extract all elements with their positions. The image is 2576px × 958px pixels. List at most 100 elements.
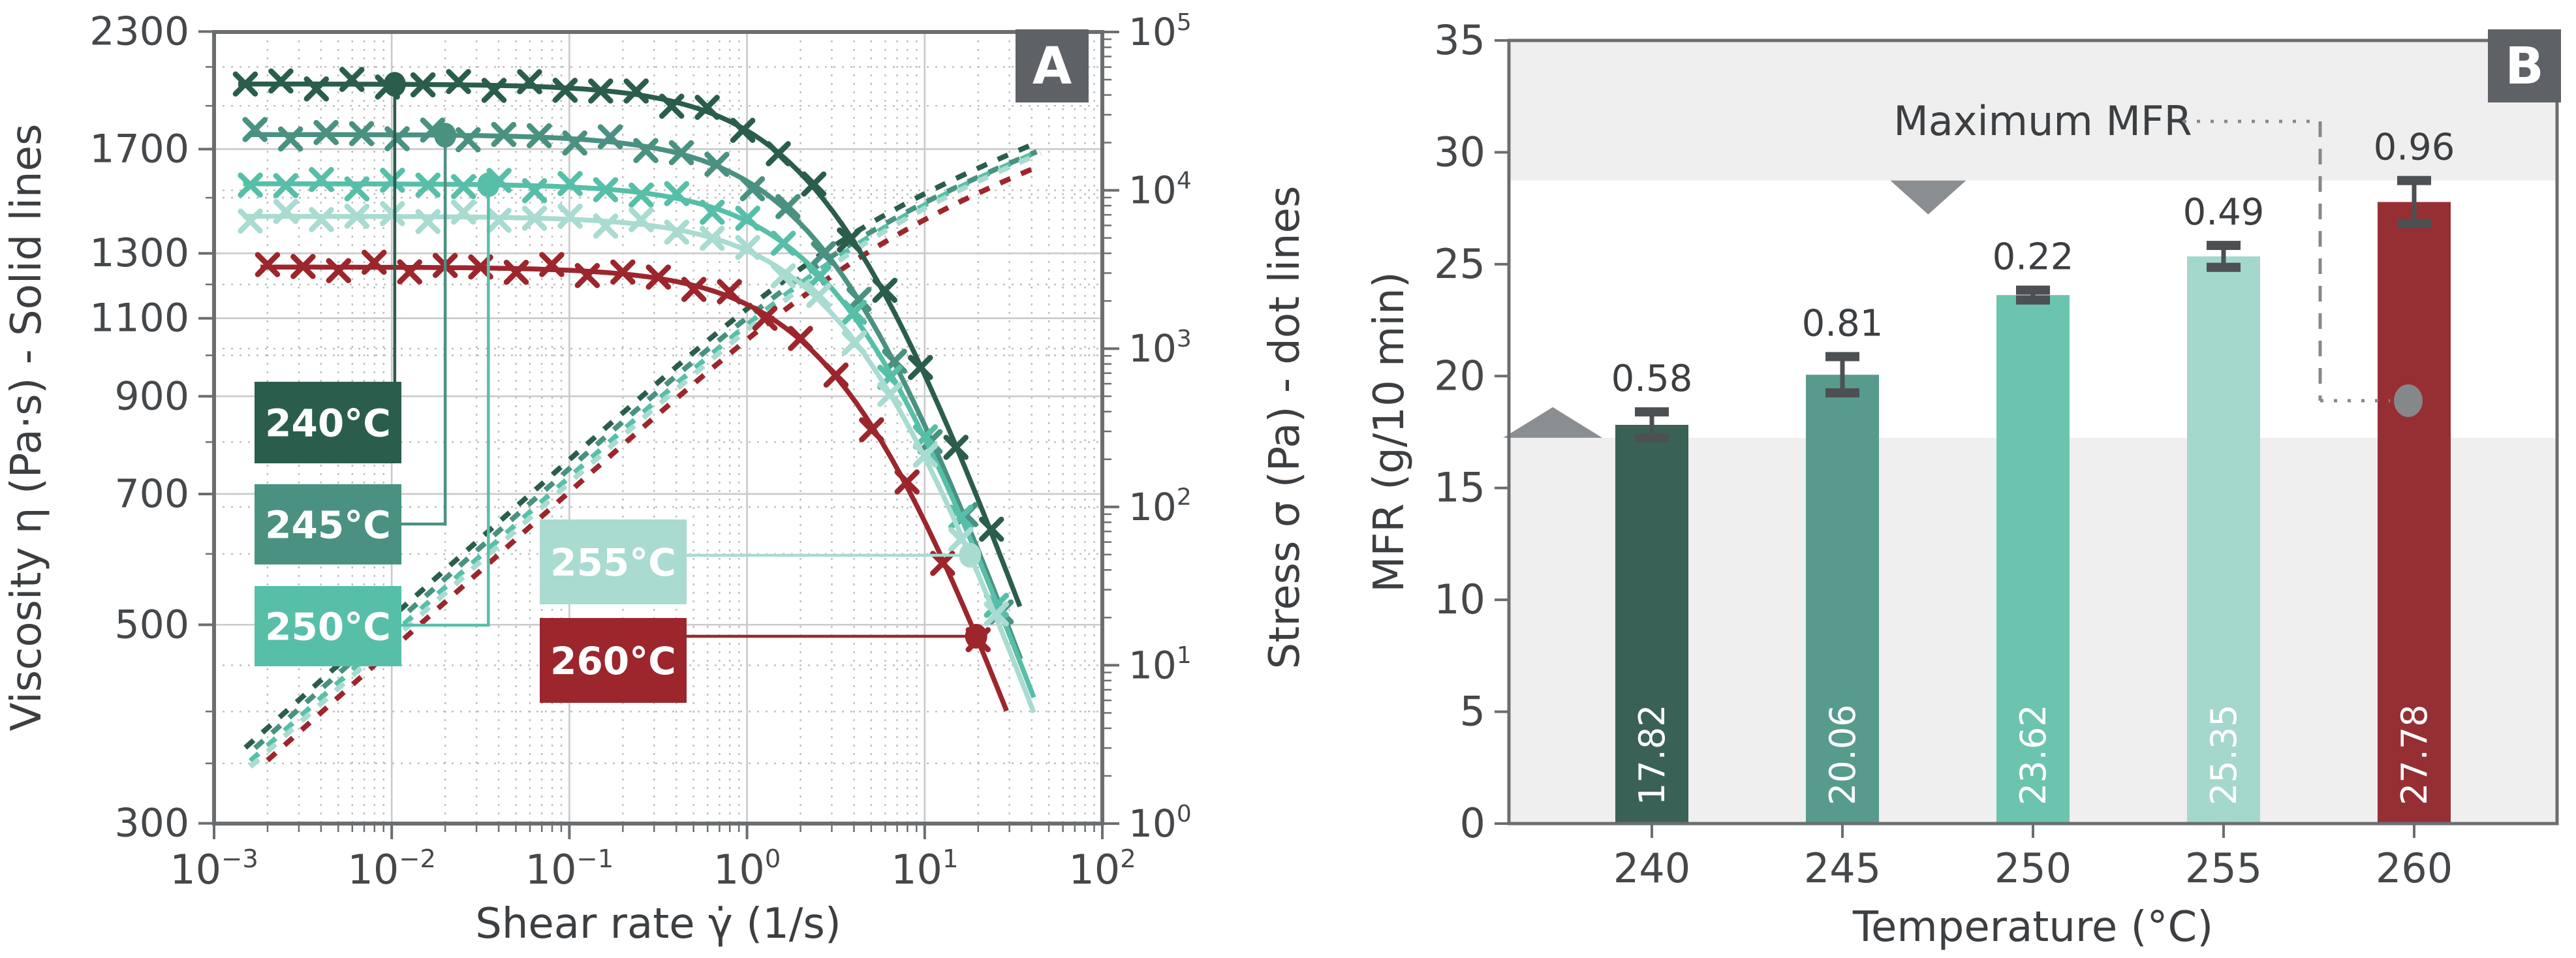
error-bar-240 [1635,407,1669,442]
bar-value-label: 20.06 [1822,704,1863,805]
legend-box-240C [255,382,401,463]
viscosity-markers-255C [238,198,1010,627]
viscosity-markers-260C [255,249,991,653]
x-axis-title-b: Temperature (°C) [1852,903,2213,951]
y-left-tick-label: 1100 [89,296,189,341]
x-axis-title: Shear rate γ̇ (1/s) [475,900,841,948]
y-tick-label-b: 15 [1434,464,1485,512]
y-right-axis-title: Stress σ (Pa) - dot lines [1261,186,1309,670]
y-axis-title-b: MFR (g/10 min) [1365,271,1414,592]
x-tick-label-b: 240 [1613,844,1690,892]
y-tick-label-b: 20 [1434,352,1485,399]
error-bar-250 [2016,285,2050,305]
legend-label-260C: 260°C [550,639,676,683]
panel-a-legend: 240°C 245°C 250°C 255°C 260°C [255,72,987,703]
error-bar-260 [2397,176,2431,228]
x-tick-label: 100 [713,844,781,893]
callout-dot-245C [434,123,457,148]
y-tick-label-b: 25 [1434,240,1485,288]
x-tick-label: 10−3 [170,844,258,893]
error-bar-245 [1825,352,1859,397]
viscosity-markers-240C [232,67,1004,542]
y-left-axis-title: Viscosity η (Pa·s) - Solid lines [3,124,51,732]
bar-255 [2187,256,2260,824]
y-right-tick-label: 103 [1128,326,1192,371]
y-right-tick-label: 104 [1128,167,1192,212]
panel-b: 0.58 17.82 0.81 20.06 0.22 23.62 0.49 25.35 0.96… [1365,16,2559,951]
panel-b-label: B [2505,37,2543,96]
panel-a-label: A [1032,37,1072,96]
viscosity-curve-240C [238,81,1023,608]
panel-a: 240°C 245°C 250°C 255°C 260°C 2300 1700 1300 110… [3,8,1309,948]
y-left-tick-label: 700 [114,471,189,517]
y-right-tick-label: 101 [1128,642,1192,687]
legend-box-245C [255,484,401,564]
y-left-tick-label: 300 [114,801,189,846]
legend-box-255C [540,519,687,604]
bar-value-label: 25.35 [2203,704,2244,805]
y-left-tick-label: 500 [114,602,189,647]
error-value-label: 0.22 [1993,236,2074,279]
y-right-tick-label: 105 [1128,9,1192,54]
lower-limit-triangle [1503,407,1603,438]
viscosity-curve-260C [260,264,1009,712]
panel-a-frame [212,30,1104,826]
legend-callout-245C [401,135,447,526]
y-tick-label-b: 0 [1460,799,1485,847]
y-tick-label-b: 5 [1460,688,1485,735]
x-tick-label: 102 [1068,844,1136,893]
x-tick-label-b: 260 [2376,844,2453,892]
x-tick-label-b: 255 [2185,844,2262,892]
bar-245 [1806,375,1879,824]
y-tick-label-b: 35 [1434,16,1485,64]
panel-a-ticks [198,30,1119,839]
stress-line-250C [248,148,1042,763]
callout-dot-260C [965,623,987,649]
error-value-label: 0.96 [2374,127,2455,169]
legend-label-240C: 240°C [265,401,391,446]
bar-value-label: 17.82 [1632,704,1673,805]
stress-line-255C [248,151,1042,769]
error-value-label: 0.49 [2183,191,2265,234]
y-right-tick-label: 100 [1128,801,1192,846]
x-tick-label: 10−2 [347,844,436,893]
callout-dot-255C [959,542,982,568]
y-tick-label-b: 30 [1434,128,1485,176]
legend-box-260C [540,618,687,703]
maximum-mfr-annotation: Maximum MFR [1893,97,2192,145]
bar-240 [1615,425,1688,824]
x-tick-label-b: 250 [1994,844,2072,892]
stress-line-240C [243,140,1037,750]
error-value-label: 0.81 [1802,302,1884,345]
y-tick-label-b: 10 [1434,576,1485,623]
bar-250 [1996,295,2070,824]
y-left-tick-label: 2300 [89,8,189,54]
legend-box-250C [255,586,401,666]
legend-label-255C: 255°C [550,540,676,585]
panel-a-data [232,67,1042,769]
bar-value-label: 23.62 [2013,704,2054,805]
panel-b-ticks [1495,39,2415,838]
panel-b-badge [2488,29,2561,102]
x-tick-label: 101 [891,844,958,893]
panel-a-badge [1016,29,1089,102]
y-left-tick-label: 1700 [89,126,189,172]
upper-shaded-band [1509,40,2557,181]
error-bar-255 [2207,241,2241,272]
legend-label-250C: 250°C [265,605,391,649]
legend-label-245C: 245°C [265,503,391,548]
callout-dot-250C [477,172,500,198]
error-value-label: 0.58 [1611,358,1693,400]
upper-limit-triangle [1890,180,1966,215]
legend-callout-250C [401,185,490,627]
y-left-tick-label: 900 [114,373,189,419]
y-left-tick-label: 1300 [89,230,189,276]
x-tick-label-b: 245 [1804,844,1881,892]
annotation-marker-dot [2394,384,2423,417]
bar-value-label: 27.78 [2394,704,2435,805]
callout-dot-240C [383,72,406,97]
x-tick-label: 10−1 [525,844,614,893]
bar-260 [2378,202,2451,824]
